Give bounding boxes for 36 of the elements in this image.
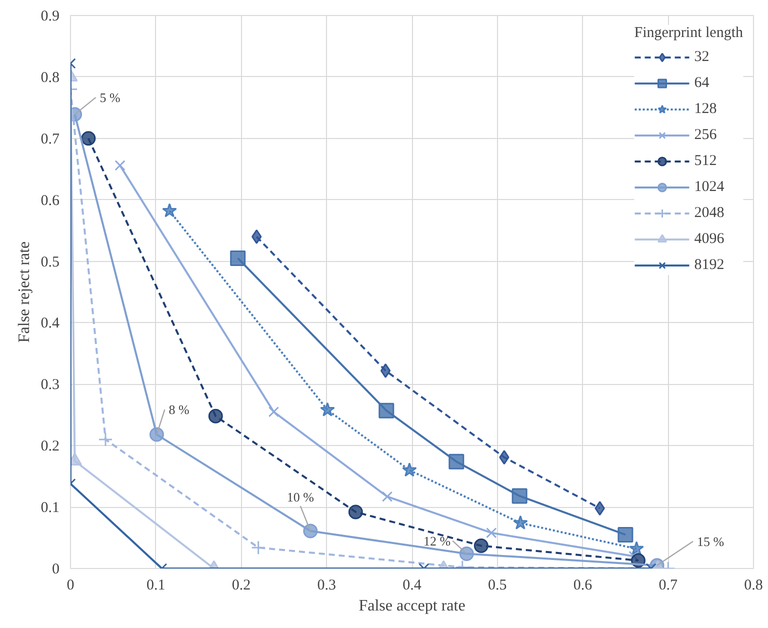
legend-label: 4096 (694, 230, 724, 248)
y-tick-label: 0.9 (40, 8, 60, 24)
legend-label: 512 (694, 152, 717, 170)
x-tick-label: 0 (66, 578, 74, 594)
legend-label: 128 (694, 100, 717, 118)
x-tick-label: 0.3 (317, 578, 336, 594)
annotation: 5 % (100, 90, 121, 105)
legend-label: 2048 (694, 204, 724, 222)
y-tick-label: 0.8 (40, 70, 60, 86)
annotation: 10 % (286, 490, 314, 505)
x-tick-label: 0.7 (658, 578, 678, 594)
y-tick-label: 0.4 (40, 316, 60, 332)
y-tick-label: 0.3 (40, 377, 60, 394)
y-tick-label: 0.7 (40, 131, 60, 148)
y-tick-label: 0.1 (40, 500, 60, 516)
x-tick-label: 0.4 (402, 578, 422, 594)
annotation: 15 % (697, 534, 724, 549)
x-axis-title: False accept rate (358, 598, 466, 614)
x-tick-label: 0.1 (146, 578, 166, 594)
x-tick-label: 0.6 (573, 578, 593, 594)
legend-label: 8192 (694, 256, 724, 274)
y-tick-label: 0.6 (40, 192, 60, 209)
legend-label: 1024 (694, 178, 724, 196)
annotation: 8 % (168, 402, 190, 418)
y-tick-label: 0.5 (40, 254, 60, 270)
x-tick-label: 0.5 (488, 578, 507, 594)
x-tick-label: 0.2 (232, 578, 251, 594)
y-axis-title: False reject rate (16, 241, 33, 343)
legend-label: 64 (694, 74, 710, 92)
annotation: 12 % (424, 533, 451, 548)
x-tick-label: 0.8 (744, 578, 763, 594)
y-tick-label: 0 (52, 562, 60, 578)
legend-label: 32 (694, 48, 710, 66)
legend-title: Fingerprint length (634, 25, 743, 42)
legend-label: 256 (694, 126, 717, 144)
y-tick-label: 0.2 (40, 438, 60, 455)
